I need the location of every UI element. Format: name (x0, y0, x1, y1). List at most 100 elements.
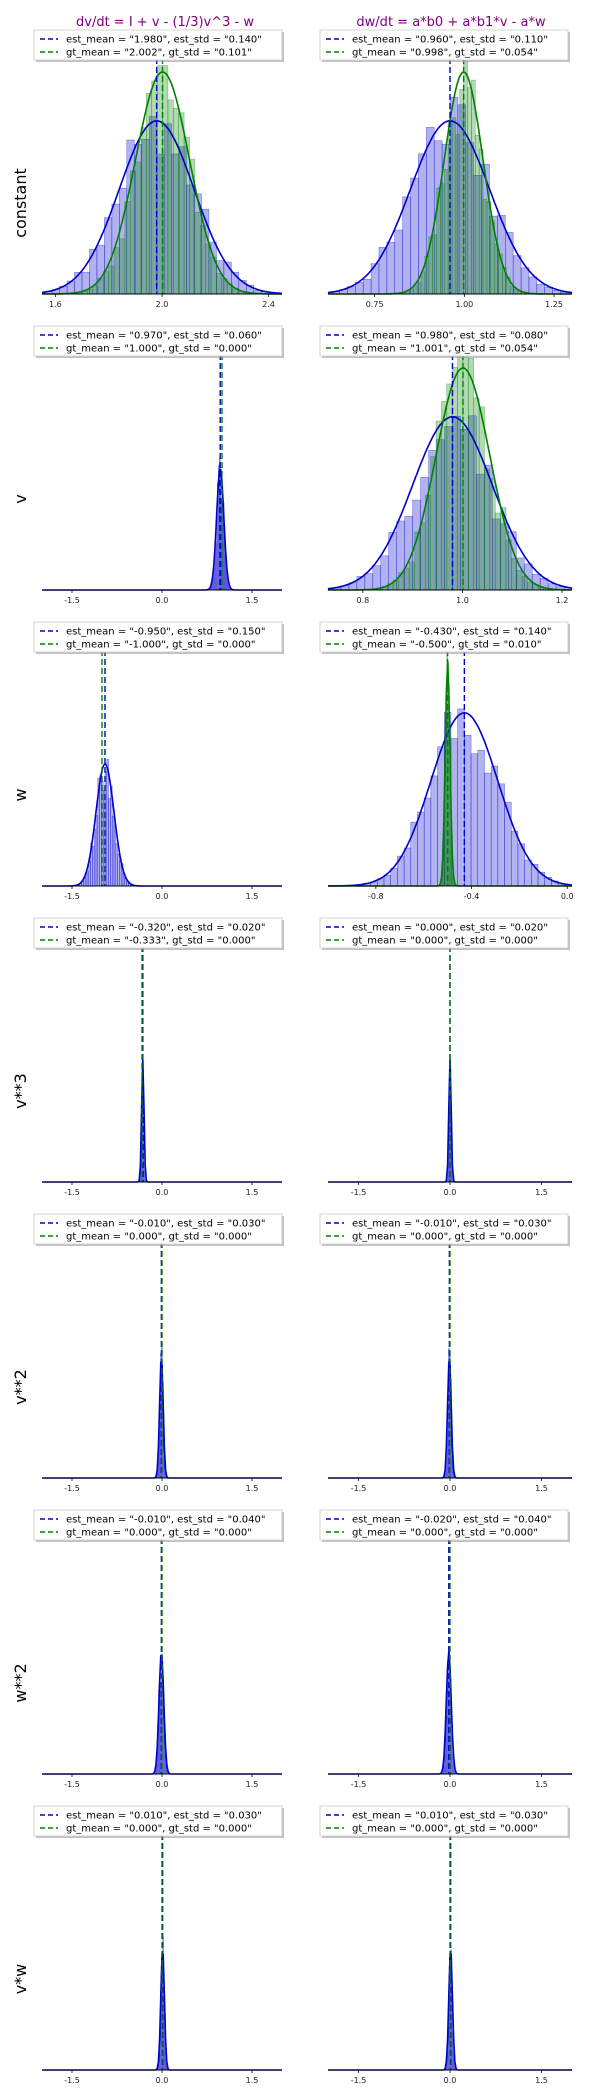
x-tick-label: 0.0 (156, 596, 169, 605)
legend-gt-label: gt_mean = "1.000", gt_std = "0.000" (66, 344, 252, 355)
legend-est-label: est_mean = "0.980", est_std = "0.080" (352, 331, 548, 342)
x-tick-label: 1.00 (455, 300, 473, 309)
x-tick-label: 1.5 (535, 1188, 548, 1197)
legend-box (319, 1805, 569, 1837)
gt-histogram-bar (494, 512, 501, 591)
est-histogram-bar (364, 573, 374, 591)
x-tick-label: 0.0 (444, 1188, 457, 1197)
panel-10: -1.5 0.0 1.5 est_mean = "-0.010", est_std =… (33, 1509, 284, 1789)
panel-13: -1.5 0.0 1.5 est_mean = "0.010", est_std = … (319, 1805, 572, 2085)
gt-histogram-bar (446, 383, 453, 591)
est-histogram-bar (88, 860, 91, 887)
panel-12: -1.5 0.0 1.5 est_mean = "0.010", est_std = … (33, 1805, 284, 2085)
est-histogram-bar (423, 797, 432, 887)
x-tick-label: 0.0 (156, 892, 169, 901)
gt-histogram-bar (527, 582, 534, 591)
x-tick-label: 1.5 (535, 2076, 548, 2085)
panel-4: -1.5 0.0 1.5 est_mean = "-0.950", est_std =… (33, 621, 284, 901)
legend-box (319, 325, 569, 357)
gt-histogram-bar (403, 567, 410, 591)
est-histogram-bar (117, 853, 120, 887)
est-histogram-bar (524, 859, 532, 887)
x-tick-label: 1.5 (246, 596, 259, 605)
gt-histogram-bar (505, 539, 512, 591)
x-tick-label: 0.0 (156, 1780, 169, 1789)
gt-histogram-bar (124, 201, 131, 295)
legend-box (33, 1509, 283, 1541)
gt-histogram-bar (468, 358, 474, 591)
legend-est-label: est_mean = "-0.010", est_std = "0.040" (66, 1515, 266, 1526)
legend-gt-label: gt_mean = "0.000", gt_std = "0.000" (66, 1528, 252, 1539)
legend-box (33, 29, 283, 61)
x-tick-label: 1.5 (246, 1188, 259, 1197)
est-kde-curve (42, 1059, 282, 1183)
est-histogram-bar (536, 283, 545, 295)
est-histogram-bar (504, 802, 512, 887)
est-histogram-bar (477, 749, 485, 887)
gt-histogram-bar (451, 117, 457, 295)
gt-histogram-bar (444, 169, 449, 295)
x-tick-label: -1.5 (64, 1484, 80, 1493)
gt-histogram-bar (156, 65, 163, 295)
legend-box (33, 325, 283, 357)
gt-histogram-bar (216, 273, 223, 295)
legend-gt-label: gt_mean = "0.000", gt_std = "0.000" (352, 1528, 538, 1539)
legend-box (319, 1213, 569, 1245)
legend-gt-label: gt_mean = "0.000", gt_std = "0.000" (352, 1232, 538, 1243)
legend-est-label: est_mean = "-0.950", est_std = "0.150" (66, 627, 266, 638)
column-title-left: dv/dt = I + v - (1/3)v^3 - w (76, 15, 254, 30)
est-histogram-bar (115, 843, 118, 887)
gt-histogram-bar (455, 134, 461, 295)
gt-histogram-bar (484, 468, 491, 591)
est-histogram-bar (403, 847, 412, 887)
est-histogram-bar (417, 811, 425, 887)
est-histogram-bar (383, 874, 391, 887)
legend-est-label: est_mean = "0.960", est_std = "0.110" (352, 35, 548, 46)
gt-histogram-bar (135, 161, 142, 295)
legend-box (319, 1509, 569, 1541)
est-histogram-bar (457, 708, 465, 887)
gt-histogram-bar (199, 225, 206, 295)
gt-histogram-bar (489, 478, 496, 591)
x-tick-label: -1.5 (351, 1484, 367, 1493)
gt-histogram-bar (92, 285, 99, 295)
gt-histogram-bar (408, 561, 415, 591)
gt-histogram-bar (178, 112, 185, 295)
est-histogram-bar (386, 241, 395, 295)
column-title-right: dw/dt = a*b0 + a*b1*v - a*w (356, 15, 546, 30)
x-tick-label: -1.5 (351, 1188, 367, 1197)
x-tick-label: 2.0 (156, 300, 169, 309)
panel-5: -0.8 -0.4 0.0 est_mean = "-0.430", est_std … (319, 621, 574, 901)
row-label: w (11, 788, 30, 801)
panel-2: -1.5 0.0 1.5 est_mean = "0.970", est_std = … (33, 325, 284, 605)
legend-est-label: est_mean = "0.970", est_std = "0.060" (66, 331, 262, 342)
x-tick-label: -1.5 (64, 892, 80, 901)
x-tick-label: -1.5 (64, 596, 80, 605)
legend-gt-label: gt_mean = "-1.000", gt_std = "0.000" (66, 640, 255, 651)
gt-histogram-bar (516, 570, 523, 591)
legend-est-label: est_mean = "-0.430", est_std = "0.140" (352, 627, 552, 638)
x-tick-label: 0.0 (444, 1780, 457, 1789)
gt-histogram-bar (457, 347, 464, 591)
x-tick-label: 1.25 (545, 300, 563, 309)
legend-gt-label: gt_mean = "0.000", gt_std = "0.000" (352, 936, 538, 947)
est-kde-curve (42, 763, 282, 887)
x-tick-label: 1.5 (246, 1484, 259, 1493)
legend-est-label: est_mean = "-0.320", est_std = "0.020" (66, 923, 266, 934)
est-histogram-bar (470, 753, 478, 887)
gt-histogram-bar (86, 289, 93, 295)
gt-histogram-bar (183, 136, 190, 295)
legend-est-label: est_mean = "0.010", est_std = "0.030" (66, 1811, 262, 1822)
x-tick-label: 1.2 (556, 596, 569, 605)
gt-histogram-bar (432, 234, 437, 295)
legend-gt-label: gt_mean = "-0.333", gt_std = "0.000" (66, 936, 255, 947)
gt-histogram-bar (108, 265, 115, 295)
x-tick-label: 0.0 (156, 2076, 169, 2085)
gt-histogram-bar (440, 183, 445, 295)
x-tick-label: 2.4 (262, 300, 275, 309)
x-tick-label: 0.0 (444, 2076, 457, 2085)
gt-histogram-bar (471, 79, 476, 295)
panel-11: -1.5 0.0 1.5 est_mean = "-0.020", est_std =… (319, 1509, 572, 1789)
gt-histogram-bar (205, 243, 212, 295)
